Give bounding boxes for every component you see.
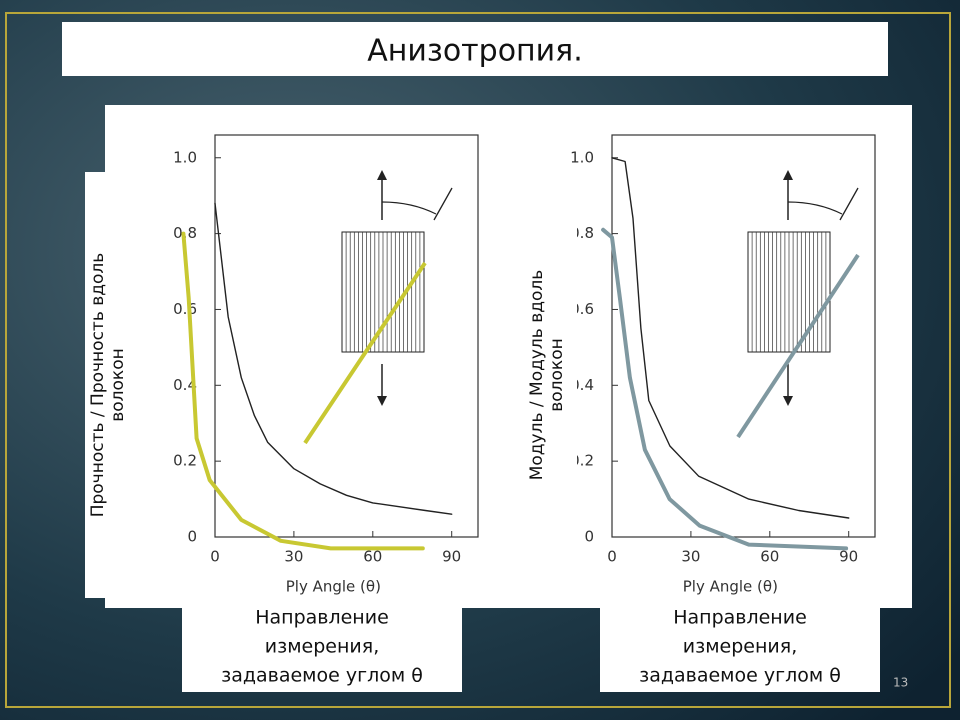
ylabel-box (85, 172, 130, 598)
plot-frame (611, 134, 876, 538)
caption: измерения, (683, 636, 797, 658)
arrow-head (783, 396, 793, 406)
y-axis-label: волокон (108, 348, 128, 421)
panel (512, 105, 912, 608)
angle-arc (381, 201, 437, 215)
x-tick-label: 60 (363, 548, 382, 566)
arrow-head (783, 170, 793, 180)
diagonal-overlay (303, 261, 427, 445)
panel (105, 105, 530, 608)
caption-box (600, 606, 880, 692)
curve (611, 157, 850, 519)
x-tick-label: 0 (210, 548, 220, 566)
slide-number: 13 (893, 676, 908, 690)
diagonal-overlay (736, 253, 860, 439)
x-tick-label: 90 (442, 548, 461, 566)
y-axis-label: Модуль / Модуль вдоль (527, 270, 547, 481)
caption: Направление (255, 607, 389, 629)
y-tick-label: 1.0 (570, 148, 594, 166)
x-tick-label: 30 (681, 548, 700, 566)
y-tick-label: 0 (584, 528, 594, 546)
overlay-curve (181, 231, 425, 551)
slide-title: Анизотропия. (367, 34, 583, 69)
overlay-curve (601, 227, 849, 551)
plot-frame (214, 134, 479, 538)
y-tick-label: 1.0 (173, 148, 197, 166)
caption: Направление (673, 607, 807, 629)
x-axis-label: Ply Angle (θ) (286, 578, 381, 596)
arrow-head (377, 396, 387, 406)
x-tick-label: 0 (607, 548, 617, 566)
y-axis-label: Прочность / Прочность вдоль (88, 253, 108, 518)
x-axis-label: Ply Angle (θ) (683, 578, 778, 596)
x-tick-label: 30 (284, 548, 303, 566)
x-tick-label: 60 (760, 548, 779, 566)
y-tick-label: 0.2 (173, 452, 197, 470)
frame (5, 12, 951, 708)
angle-line (433, 187, 453, 221)
caption-box (182, 606, 462, 692)
arrow-head (377, 170, 387, 180)
angle-arc (787, 201, 843, 215)
caption: измерения, (265, 636, 379, 658)
title-box (62, 22, 888, 76)
curve (214, 202, 453, 515)
y-axis-label: волокон (547, 338, 567, 411)
caption: задаваемое углом θ (221, 665, 423, 687)
y-tick-label: 0 (187, 528, 197, 546)
caption: задаваемое углом θ (639, 665, 841, 687)
x-tick-label: 90 (839, 548, 858, 566)
angle-line (839, 187, 859, 221)
ylabel-box (517, 222, 577, 527)
y-tick-label: 0.6 (173, 300, 197, 318)
y-tick-label: 0.4 (173, 376, 197, 394)
